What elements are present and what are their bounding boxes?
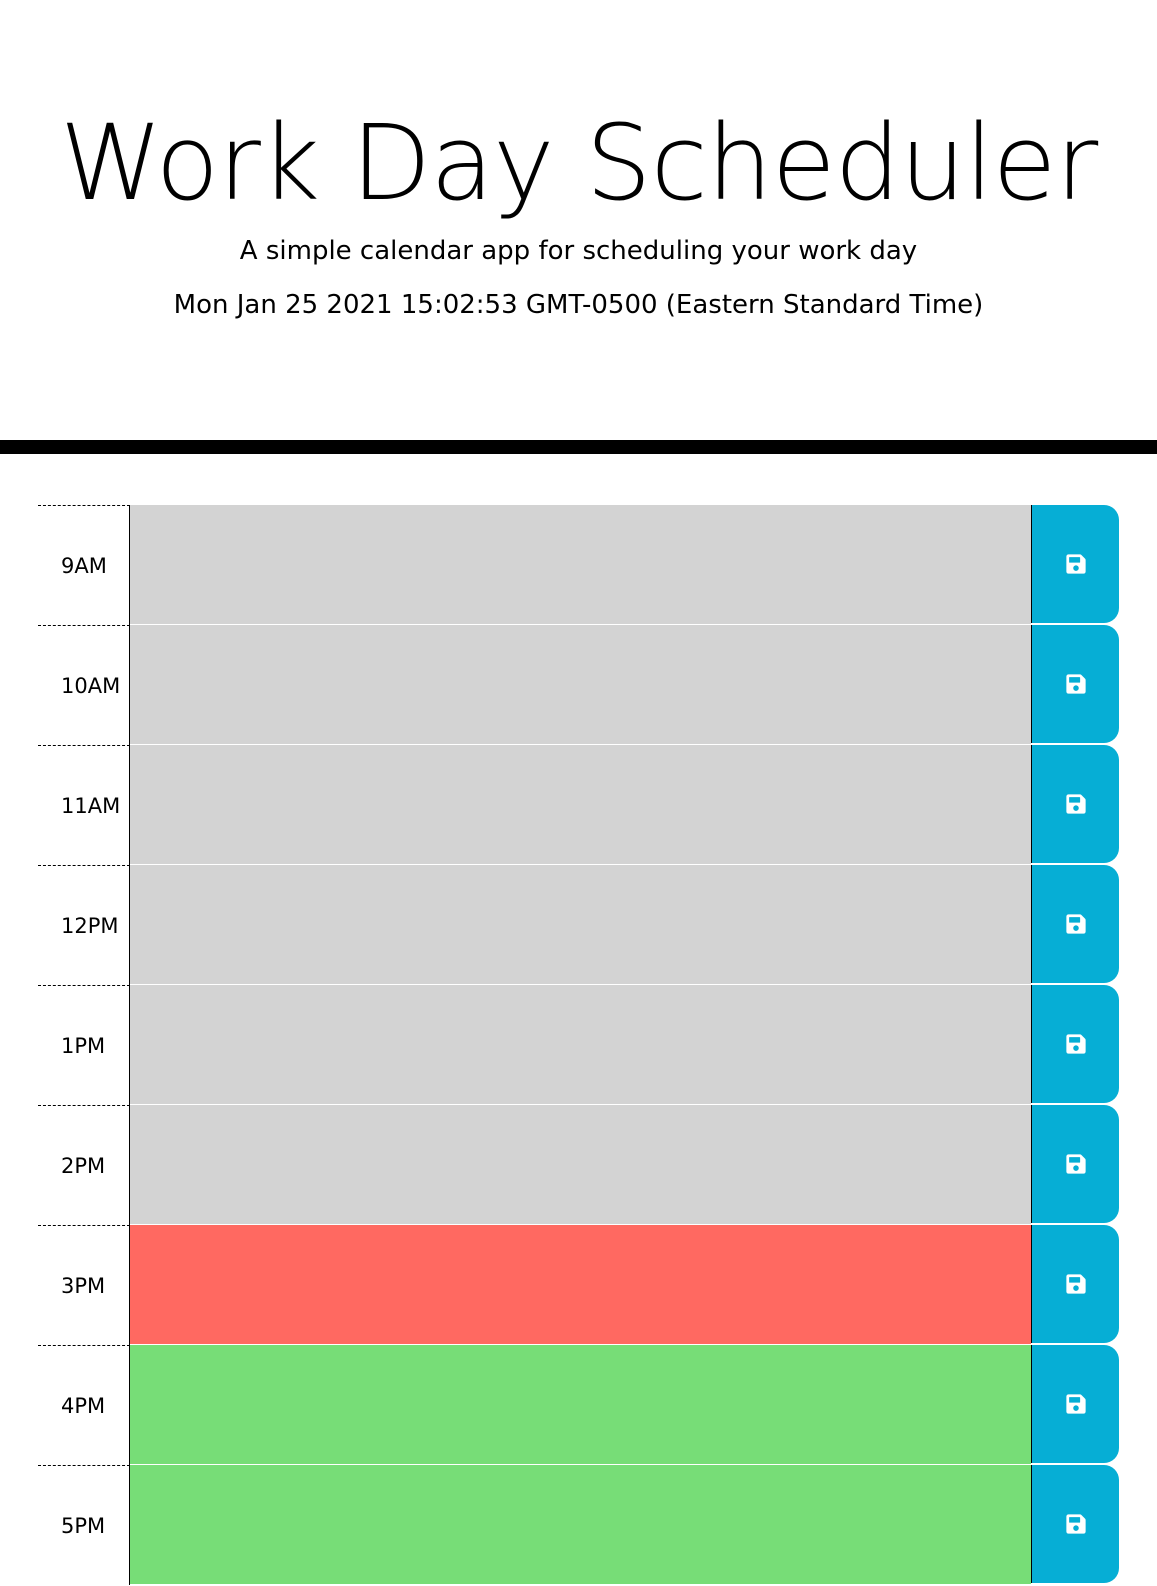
- floppy-disk-icon: [1065, 553, 1087, 575]
- time-block-row: 2PM: [38, 1105, 1119, 1225]
- description-input[interactable]: [130, 1465, 1031, 1585]
- time-block-row: 1PM: [38, 985, 1119, 1105]
- time-block-row: 12PM: [38, 865, 1119, 985]
- hour-label: 12PM: [38, 865, 130, 985]
- hour-label: 11AM: [38, 745, 130, 865]
- current-day: Mon Jan 25 2021 15:02:53 GMT-0500 (Easte…: [173, 290, 984, 320]
- time-block-row: 5PM: [38, 1465, 1119, 1585]
- save-button[interactable]: [1031, 985, 1119, 1103]
- save-button[interactable]: [1031, 625, 1119, 743]
- save-button[interactable]: [1031, 505, 1119, 623]
- save-button[interactable]: [1031, 865, 1119, 983]
- save-button[interactable]: [1031, 1345, 1119, 1463]
- hour-label: 2PM: [38, 1105, 130, 1225]
- floppy-disk-icon: [1065, 793, 1087, 815]
- time-block-row: 10AM: [38, 625, 1119, 745]
- floppy-disk-icon: [1065, 673, 1087, 695]
- page-title: Work Day Scheduler: [59, 102, 1099, 224]
- hour-label: 3PM: [38, 1225, 130, 1345]
- header: Work Day Scheduler A simple calendar app…: [0, 0, 1157, 454]
- description-input[interactable]: [130, 985, 1031, 1105]
- save-button[interactable]: [1031, 745, 1119, 863]
- time-block-row: 4PM: [38, 1345, 1119, 1465]
- floppy-disk-icon: [1065, 913, 1087, 935]
- description-input[interactable]: [130, 625, 1031, 745]
- description-input[interactable]: [130, 505, 1031, 625]
- floppy-disk-icon: [1065, 1273, 1087, 1295]
- description-input[interactable]: [130, 865, 1031, 985]
- hour-label: 10AM: [38, 625, 130, 745]
- floppy-disk-icon: [1065, 1153, 1087, 1175]
- save-button[interactable]: [1031, 1225, 1119, 1343]
- time-block-row: 3PM: [38, 1225, 1119, 1345]
- description-input[interactable]: [130, 1105, 1031, 1225]
- floppy-disk-icon: [1065, 1513, 1087, 1535]
- save-button[interactable]: [1031, 1465, 1119, 1583]
- floppy-disk-icon: [1065, 1033, 1087, 1055]
- description-input[interactable]: [130, 1345, 1031, 1465]
- description-input[interactable]: [130, 1225, 1031, 1345]
- hour-label: 1PM: [38, 985, 130, 1105]
- page-subtitle: A simple calendar app for scheduling you…: [239, 236, 918, 266]
- time-block-row: 9AM: [38, 505, 1119, 625]
- hour-label: 4PM: [38, 1345, 130, 1465]
- time-block-row: 11AM: [38, 745, 1119, 865]
- hour-label: 5PM: [38, 1465, 130, 1585]
- save-button[interactable]: [1031, 1105, 1119, 1223]
- floppy-disk-icon: [1065, 1393, 1087, 1415]
- schedule-container: 9AM 10AM 11AM 12PM 1PM 2PM 3PM 4PM 5PM: [38, 505, 1119, 1585]
- hour-label: 9AM: [38, 505, 130, 625]
- description-input[interactable]: [130, 745, 1031, 865]
